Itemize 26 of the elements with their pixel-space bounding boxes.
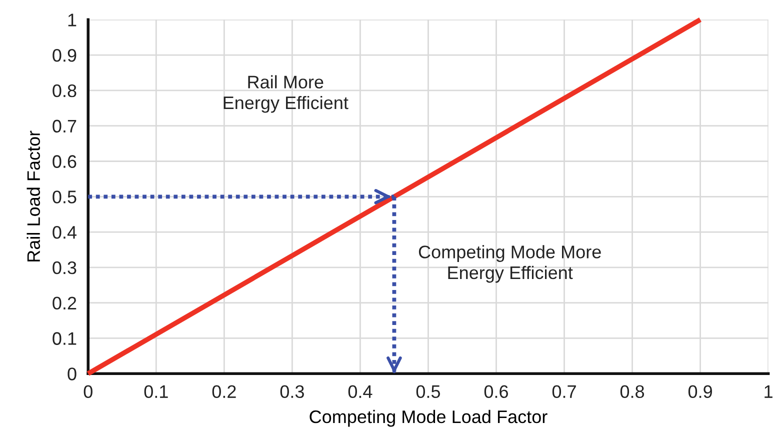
x-tick-label: 0.4: [348, 385, 372, 398]
y-tick-label: 0: [68, 368, 76, 380]
x-tick-label: 0.5: [416, 385, 440, 398]
y-tick-label: 0.7: [52, 120, 76, 133]
annotation: Rail More Energy Efficient: [224, 75, 348, 113]
x-tick-label: 1: [764, 385, 772, 398]
y-tick-label: 0.2: [52, 296, 76, 310]
x-tick-label: 0.7: [552, 385, 576, 398]
y-axis-title: Rail Load Factor: [26, 130, 40, 262]
y-tick-label: 0.8: [52, 84, 76, 98]
annotation: Competing Mode More Energy Efficient: [418, 245, 601, 283]
y-tick-label: 0.5: [52, 190, 76, 204]
y-tick-label: 1: [68, 14, 76, 26]
x-tick-label: 0.2: [212, 385, 236, 398]
y-tick-label: 0.3: [52, 261, 76, 274]
y-tick-label: 0.4: [52, 226, 77, 239]
x-tick-label: 0.8: [620, 385, 644, 398]
x-tick-label: 0.9: [688, 385, 712, 398]
y-tick-label: 0.9: [52, 48, 76, 62]
x-tick-label: 0.1: [144, 385, 168, 398]
x-tick-label: 0.3: [280, 385, 304, 398]
x-axis-title: Competing Mode Load Factor: [310, 410, 548, 427]
y-tick-label: 0.1: [52, 332, 76, 345]
y-tick-label: 0.6: [52, 155, 76, 168]
x-tick-label: 0: [84, 385, 92, 398]
x-tick-label: 0.6: [484, 385, 508, 398]
